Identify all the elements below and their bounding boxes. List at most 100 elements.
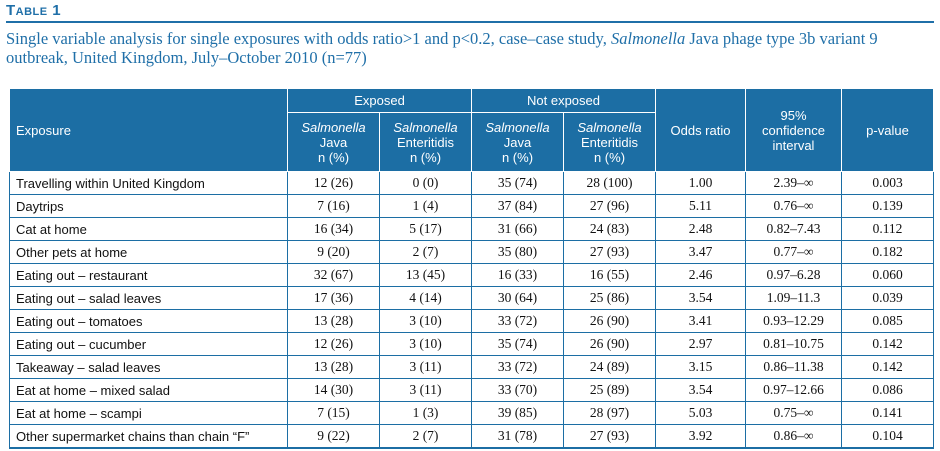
cell-odds-ratio: 1.00 xyxy=(655,171,746,195)
cell-exposed-enteritidis: 13 (45) xyxy=(379,263,472,287)
header-p-value: p-value xyxy=(841,88,934,172)
cell-not-exposed-enteritidis: 26 (90) xyxy=(563,332,656,356)
cell-exposure: Eating out – salad leaves xyxy=(9,286,288,310)
cell-exposed-enteritidis: 3 (10) xyxy=(379,309,472,333)
table-caption: Single variable analysis for single expo… xyxy=(6,29,931,67)
cell-confidence-interval: 0.75–∞ xyxy=(745,401,842,425)
cell-exposed-java: 16 (34) xyxy=(287,217,380,241)
cell-not-exposed-java: 31 (66) xyxy=(471,217,564,241)
cell-confidence-interval: 0.77–∞ xyxy=(745,240,842,264)
header-confidence-interval: 95% confidence interval xyxy=(745,88,842,172)
cell-not-exposed-java: 35 (74) xyxy=(471,171,564,195)
cell-exposure: Eating out – restaurant xyxy=(9,263,288,287)
cell-not-exposed-java: 39 (85) xyxy=(471,401,564,425)
cell-confidence-interval: 0.86–∞ xyxy=(745,424,842,449)
cell-p-value: 0.039 xyxy=(841,286,934,310)
cell-confidence-interval: 1.09–11.3 xyxy=(745,286,842,310)
cell-not-exposed-java: 33 (70) xyxy=(471,378,564,402)
cell-confidence-interval: 0.76–∞ xyxy=(745,194,842,218)
cell-confidence-interval: 0.97–6.28 xyxy=(745,263,842,287)
cell-not-exposed-enteritidis: 28 (100) xyxy=(563,171,656,195)
cell-exposed-java: 12 (26) xyxy=(287,171,380,195)
cell-not-exposed-java: 31 (78) xyxy=(471,424,564,449)
cell-exposure: Travelling within United Kingdom xyxy=(9,171,288,195)
cell-p-value: 0.139 xyxy=(841,194,934,218)
cell-odds-ratio: 3.54 xyxy=(655,286,746,310)
cell-p-value: 0.142 xyxy=(841,332,934,356)
cell-exposure: Eat at home – scampi xyxy=(9,401,288,425)
cell-p-value: 0.086 xyxy=(841,378,934,402)
header-exposed-enteritidis: Salmonella Enteritidis n (%) xyxy=(379,112,472,172)
cell-p-value: 0.182 xyxy=(841,240,934,264)
cell-not-exposed-java: 30 (64) xyxy=(471,286,564,310)
cell-exposed-enteritidis: 1 (3) xyxy=(379,401,472,425)
cell-odds-ratio: 3.47 xyxy=(655,240,746,264)
cell-exposed-enteritidis: 2 (7) xyxy=(379,240,472,264)
table-row: Eating out – restaurant 32 (67) 13 (45) … xyxy=(9,263,934,287)
cell-not-exposed-java: 35 (74) xyxy=(471,332,564,356)
cell-exposure: Cat at home xyxy=(9,217,288,241)
cell-exposed-java: 12 (26) xyxy=(287,332,380,356)
cell-not-exposed-enteritidis: 27 (96) xyxy=(563,194,656,218)
cell-exposure: Other pets at home xyxy=(9,240,288,264)
header-not-exposed: Not exposed xyxy=(471,88,656,113)
cell-exposed-java: 17 (36) xyxy=(287,286,380,310)
cell-confidence-interval: 0.86–11.38 xyxy=(745,355,842,379)
cell-not-exposed-enteritidis: 16 (55) xyxy=(563,263,656,287)
cell-not-exposed-enteritidis: 28 (97) xyxy=(563,401,656,425)
cell-p-value: 0.142 xyxy=(841,355,934,379)
cell-p-value: 0.112 xyxy=(841,217,934,241)
table-row: Daytrips 7 (16) 1 (4) 37 (84) 27 (96) 5.… xyxy=(9,194,934,218)
cell-odds-ratio: 2.46 xyxy=(655,263,746,287)
title-divider xyxy=(6,21,934,23)
header-odds-ratio: Odds ratio xyxy=(655,88,746,172)
caption-italic-text: Salmonella xyxy=(611,29,686,48)
cell-exposure: Other supermarket chains than chain “F” xyxy=(9,424,288,449)
cell-p-value: 0.104 xyxy=(841,424,934,449)
cell-exposed-enteritidis: 3 (11) xyxy=(379,378,472,402)
cell-p-value: 0.085 xyxy=(841,309,934,333)
table-row: Takeaway – salad leaves 13 (28) 3 (11) 3… xyxy=(9,355,934,379)
header-exposed: Exposed xyxy=(287,88,472,113)
table-row: Travelling within United Kingdom 12 (26)… xyxy=(9,171,934,195)
cell-exposed-java: 13 (28) xyxy=(287,309,380,333)
cell-exposed-enteritidis: 0 (0) xyxy=(379,171,472,195)
cell-not-exposed-java: 33 (72) xyxy=(471,309,564,333)
cell-odds-ratio: 5.03 xyxy=(655,401,746,425)
header-not-exposed-enteritidis: Salmonella Enteritidis n (%) xyxy=(563,112,656,172)
cell-exposed-enteritidis: 5 (17) xyxy=(379,217,472,241)
table-row: Other supermarket chains than chain “F” … xyxy=(9,424,934,449)
caption-text-end: Java phage type 3b variant 9 outbreak, U… xyxy=(6,29,878,67)
cell-not-exposed-java: 37 (84) xyxy=(471,194,564,218)
cell-exposed-java: 32 (67) xyxy=(287,263,380,287)
cell-confidence-interval: 0.93–12.29 xyxy=(745,309,842,333)
table-row: Eat at home – scampi 7 (15) 1 (3) 39 (85… xyxy=(9,401,934,425)
cell-exposed-java: 7 (15) xyxy=(287,401,380,425)
cell-exposed-java: 9 (20) xyxy=(287,240,380,264)
table-label: Table 1 xyxy=(6,2,62,19)
cell-exposure: Eat at home – mixed salad xyxy=(9,378,288,402)
table-row: Cat at home 16 (34) 5 (17) 31 (66) 24 (8… xyxy=(9,217,934,241)
table-row: Eating out – cucumber 12 (26) 3 (10) 35 … xyxy=(9,332,934,356)
cell-odds-ratio: 5.11 xyxy=(655,194,746,218)
table-body: Travelling within United Kingdom 12 (26)… xyxy=(9,171,934,449)
cell-confidence-interval: 0.82–7.43 xyxy=(745,217,842,241)
cell-not-exposed-enteritidis: 24 (83) xyxy=(563,217,656,241)
cell-confidence-interval: 0.81–10.75 xyxy=(745,332,842,356)
table-row: Eating out – salad leaves 17 (36) 4 (14)… xyxy=(9,286,934,310)
cell-odds-ratio: 3.15 xyxy=(655,355,746,379)
cell-odds-ratio: 3.92 xyxy=(655,424,746,449)
header-exposure: Exposure xyxy=(9,88,288,172)
header-not-exposed-java: Salmonella Java n (%) xyxy=(471,112,564,172)
cell-exposure: Eating out – tomatoes xyxy=(9,309,288,333)
cell-not-exposed-enteritidis: 27 (93) xyxy=(563,240,656,264)
cell-exposed-enteritidis: 3 (10) xyxy=(379,332,472,356)
cell-not-exposed-enteritidis: 25 (89) xyxy=(563,378,656,402)
cell-exposed-enteritidis: 3 (11) xyxy=(379,355,472,379)
caption-text-start: Single variable analysis for single expo… xyxy=(6,29,611,48)
cell-p-value: 0.060 xyxy=(841,263,934,287)
cell-not-exposed-java: 33 (72) xyxy=(471,355,564,379)
cell-not-exposed-java: 16 (33) xyxy=(471,263,564,287)
data-table: Exposure Exposed Not exposed Odds ratio … xyxy=(9,88,934,449)
cell-exposed-java: 9 (22) xyxy=(287,424,380,449)
